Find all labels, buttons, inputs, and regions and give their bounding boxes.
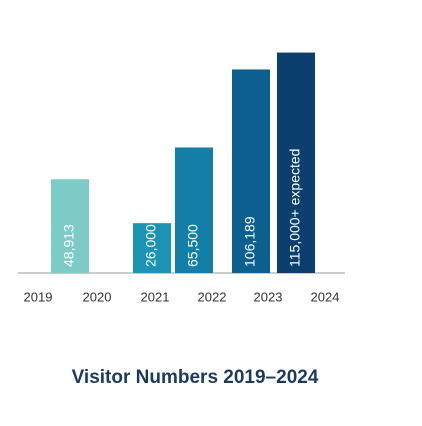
x-tick-label: 2024 xyxy=(311,289,340,304)
x-tick-label: 2023 xyxy=(254,289,283,304)
x-tick-label: 2022 xyxy=(198,289,227,304)
x-tick-label: 2021 xyxy=(141,289,170,304)
x-tick-label: 2019 xyxy=(24,289,53,304)
bar xyxy=(133,223,171,273)
x-tick-label: 2020 xyxy=(83,289,112,304)
bar xyxy=(277,52,315,274)
value-label: 65,500 xyxy=(185,224,201,267)
value-label: 48,913 xyxy=(61,224,77,267)
bar xyxy=(232,69,270,273)
value-label: 106,189 xyxy=(242,216,258,267)
chart-title: Visitor Numbers 2019–2024 xyxy=(72,367,319,388)
value-label: 115,000+ expected xyxy=(287,149,303,267)
bar xyxy=(51,179,89,273)
value-label: 26,000 xyxy=(143,224,159,267)
bar xyxy=(175,147,213,273)
